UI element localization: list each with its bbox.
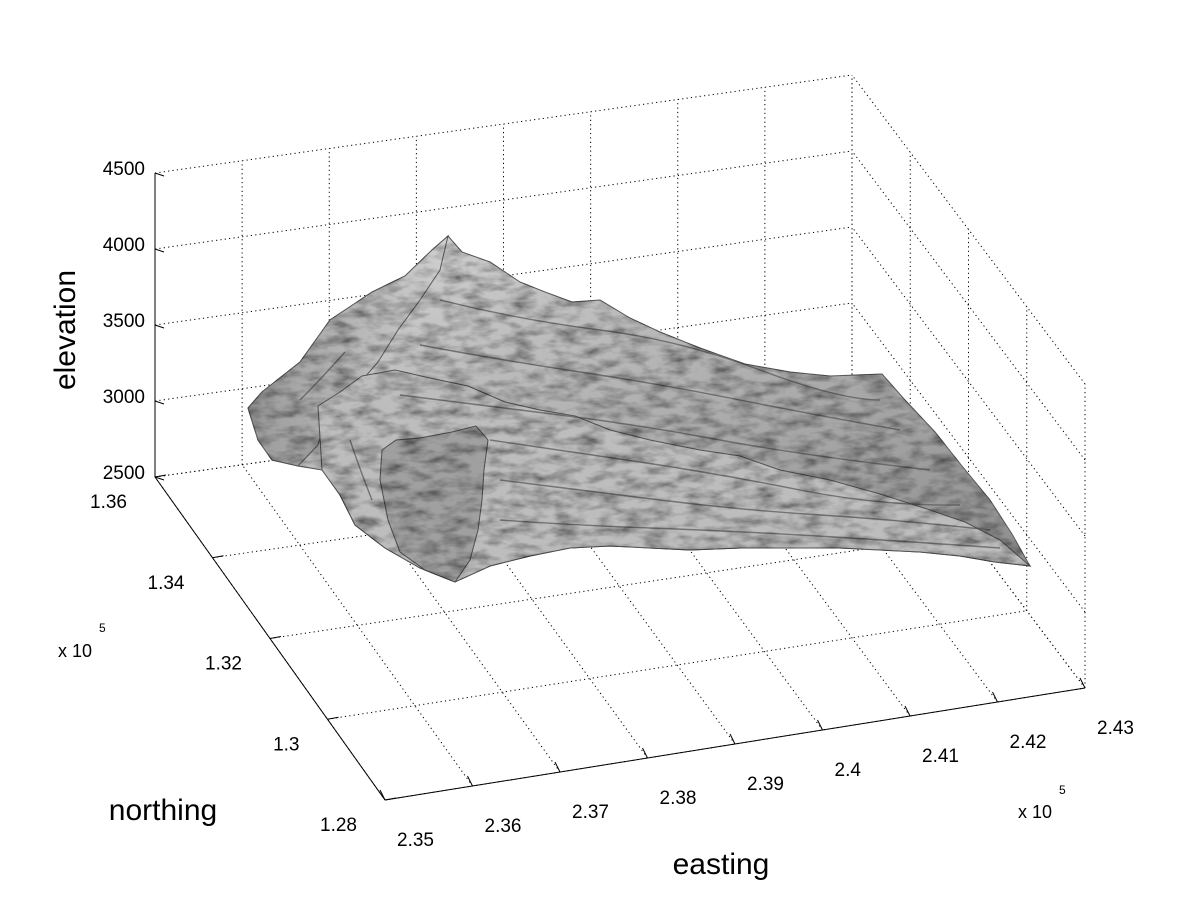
y-tick-mark — [154, 474, 167, 478]
x-tick-label: 2.42 — [1010, 732, 1047, 753]
x-multiplier-exponent: 5 — [1059, 783, 1066, 797]
x-tick-label: 2.39 — [747, 774, 784, 795]
y-multiplier-exponent: 5 — [99, 621, 106, 635]
x-tick-label: 2.4 — [835, 760, 862, 781]
x-tick-label: 2.36 — [485, 816, 522, 837]
y-tick-label: 1.3 — [273, 734, 299, 755]
y-tick-labels: 1.28 1.3 1.32 1.34 1.36 — [90, 492, 357, 836]
y-tick-label: 1.32 — [205, 654, 242, 675]
z-tick-mark — [154, 324, 165, 329]
z-tick-label: 3000 — [103, 387, 145, 408]
terrain-left-ridge — [247, 234, 449, 467]
x-tick-mark — [992, 691, 998, 703]
y-tick-mark — [384, 797, 397, 801]
floor-grid-line — [269, 533, 969, 639]
x-tick-label: 2.41 — [922, 746, 959, 767]
z-tick-label: 2500 — [103, 463, 145, 484]
z-tick-label: 3500 — [103, 311, 145, 332]
x-tick-mark — [642, 747, 648, 759]
y-tick-mark — [212, 555, 224, 559]
z-tick-label: 4000 — [103, 235, 145, 256]
terrain-surface — [247, 234, 1032, 583]
y-tick-label: 1.36 — [90, 492, 127, 513]
x-tick-labels: 2.35 2.36 2.37 2.38 2.39 2.4 2.41 2.42 2.43 — [397, 718, 1134, 851]
x-multiplier: x 10 — [1018, 802, 1052, 822]
z-tick-mark — [154, 400, 165, 405]
x-tick-mark — [379, 789, 386, 801]
z-tick-labels: 2500 3000 3500 4000 4500 — [103, 159, 145, 484]
floor-grid-line — [327, 610, 1027, 720]
x-tick-mark — [554, 761, 561, 773]
terrain-front-block — [379, 425, 489, 583]
y-tick-mark — [269, 636, 282, 639]
floor-grid-line — [677, 403, 911, 717]
x-tick-mark — [1079, 677, 1086, 689]
terrain-front-ridge — [317, 369, 1032, 583]
x-tick-label: 2.43 — [1097, 718, 1134, 739]
z-tick-mark — [154, 172, 165, 177]
x-axis-label: easting — [673, 848, 770, 881]
terrain-contour-streaks — [299, 299, 1001, 549]
y-tick-mark — [327, 716, 339, 720]
x-tick-mark — [904, 705, 911, 717]
z-axis-label: elevation — [49, 270, 82, 390]
z-tick-mark — [154, 248, 165, 253]
y-axis-label: northing — [109, 794, 217, 827]
y-tick-label: 1.34 — [148, 573, 185, 594]
y-tick-label: 1.28 — [320, 815, 357, 836]
x-tick-mark — [729, 733, 736, 745]
x-tick-mark — [467, 775, 473, 787]
x-tick-label: 2.38 — [660, 788, 697, 809]
axes — [154, 172, 1086, 801]
z-tick-label: 4500 — [103, 159, 145, 180]
y-multiplier: x 10 — [58, 641, 92, 661]
x-tick-mark — [817, 719, 823, 731]
z-tick-mark — [154, 476, 165, 481]
x-tick-label: 2.37 — [572, 802, 609, 823]
x-tick-label: 2.35 — [397, 830, 434, 851]
